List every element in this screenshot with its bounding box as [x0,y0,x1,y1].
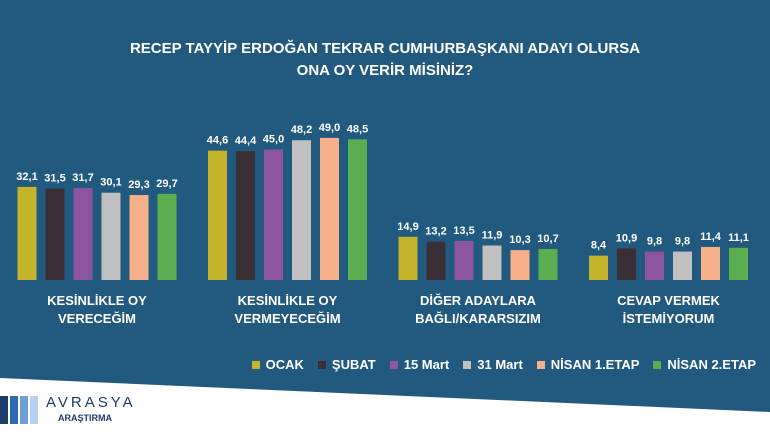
value-label: 29,3 [128,179,149,191]
value-label: 11,1 [728,232,749,244]
value-label: 30,1 [100,177,121,189]
bar [538,248,558,280]
bar [510,250,530,280]
bar [157,193,177,280]
bar [320,137,339,280]
value-label: 49,0 [319,122,340,134]
bar [398,236,418,280]
value-label: 13,5 [453,225,474,237]
value-label: 29,7 [156,178,177,190]
logo-name: AVRASYA [46,394,136,411]
value-label: 8,4 [591,240,607,252]
value-label: 11,9 [482,229,503,241]
value-label: 45,0 [263,134,284,146]
legend-item: NİSAN 1.ETAP [536,357,640,372]
legend-label: NİSAN 1.ETAP [550,357,640,372]
legend-item: ŞUBAT [317,357,376,372]
logo-stripe [30,396,38,424]
chart-title: RECEP TAYYİP ERDOĞAN TEKRAR CUMHURBAŞKAN… [129,40,641,79]
category-label: DİĞER ADAYLARA BAĞLI/KARARSIZIM [415,293,541,326]
legend-swatch [536,360,545,369]
value-label: 48,5 [347,123,368,135]
category-label: KESİNLİKLE OY VERECEĞİM [47,293,147,326]
bar [264,149,283,280]
logo-stripe [10,396,18,424]
bar [426,241,446,280]
value-label: 44,4 [235,135,257,147]
value-label: 32,1 [16,171,37,183]
legend-label: OCAK [265,357,304,372]
bar [73,188,93,280]
legend-swatch [251,360,260,369]
background-shape [0,378,770,433]
value-label: 11,4 [700,231,722,243]
bar [292,140,311,280]
value-label: 10,9 [616,232,637,244]
bar [208,150,227,280]
legend-item: OCAK [251,357,304,372]
logo-subtitle: ARAŞTIRMA [58,413,112,423]
bar [673,251,692,280]
bar [645,251,664,280]
value-label: 31,5 [44,173,65,185]
value-label: 14,9 [397,221,418,233]
legend-label: 31 Mart [477,357,523,372]
legend-swatch [653,360,662,369]
bar [617,248,636,280]
bar [348,139,367,280]
logo-stripe [20,396,28,424]
category-label: CEVAP VERMEK İSTEMİYORUM [617,293,720,326]
bar [101,192,121,280]
value-label: 31,7 [72,172,93,184]
legend: OCAK ŞUBAT 15 Mart 31 Mart NİSAN 1.ETAP NİSAN… [251,357,756,372]
legend-item: NİSAN 2.ETAP [653,357,756,372]
category-label: KESİNLİKLE OY VERMEYECEĞİM [234,293,341,326]
value-label: 48,2 [291,124,312,136]
legend-swatch [389,360,398,369]
value-label: 10,3 [509,234,530,246]
legend-swatch [463,360,472,369]
bar [482,245,502,280]
legend-item: 15 Mart [389,357,450,372]
value-label: 9,8 [675,236,690,248]
bar [729,247,748,280]
legend-label: NİSAN 2.ETAP [667,357,756,372]
bar [236,151,255,280]
value-label: 13,2 [425,226,446,238]
value-label: 9,8 [647,236,662,248]
value-label: 10,7 [537,233,558,245]
legend-label: ŞUBAT [331,357,376,372]
legend-item: 31 Mart [463,357,523,372]
bar [45,188,65,280]
bar [589,255,608,280]
bar [17,186,37,280]
logo-stripe [0,396,8,424]
bar [129,195,149,280]
legend-label: 15 Mart [403,357,450,372]
bar [701,246,720,280]
bar [454,240,474,280]
legend-swatch [317,360,326,369]
value-label: 44,6 [207,135,228,147]
